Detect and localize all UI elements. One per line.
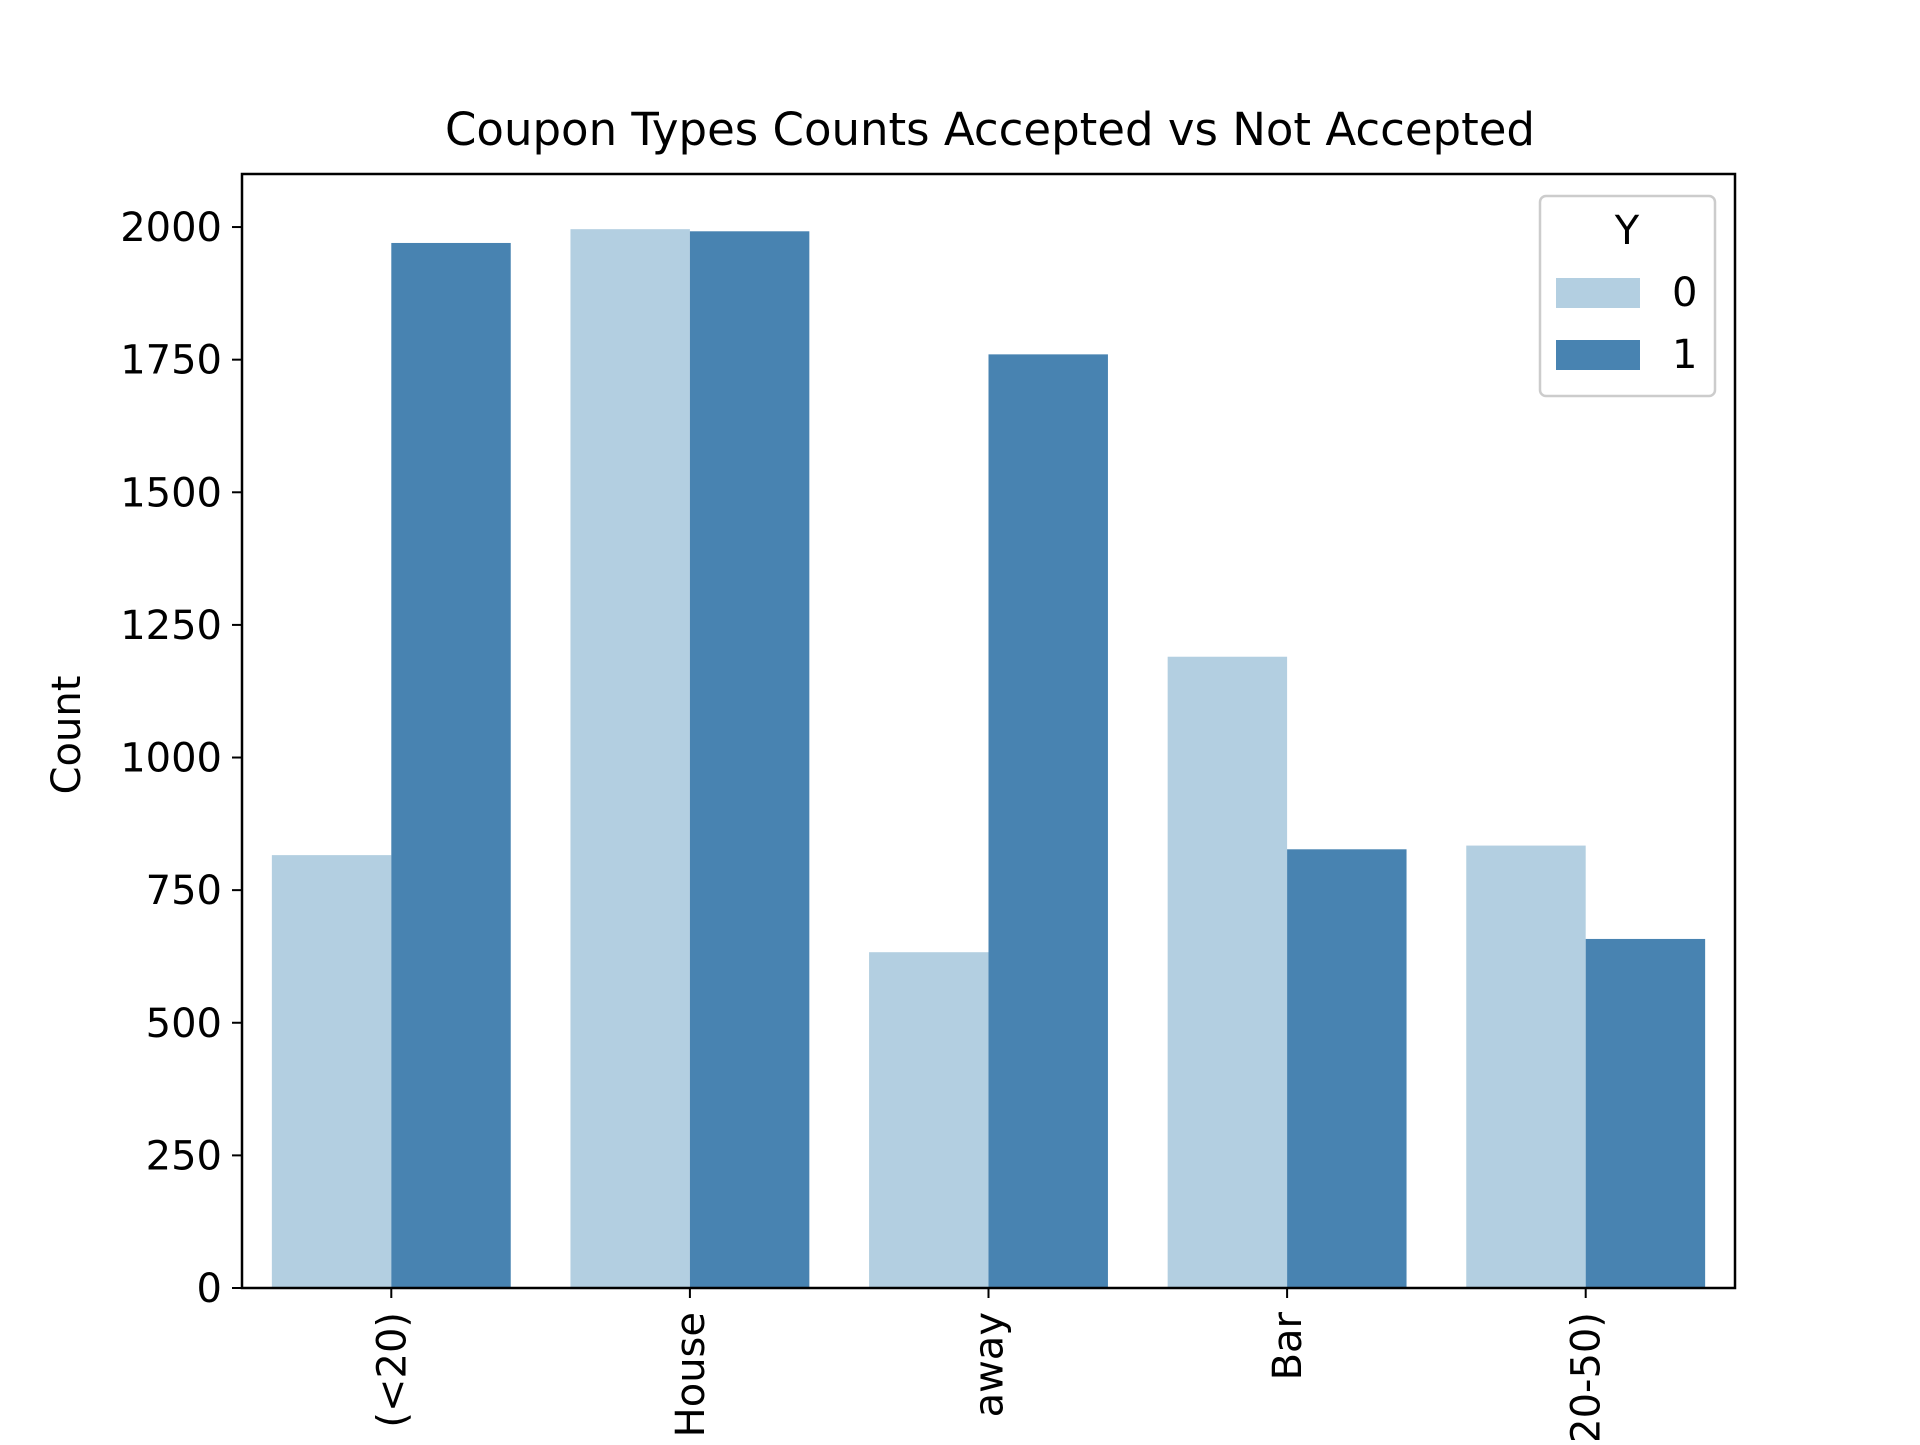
y-tick-label: 2000 — [120, 205, 222, 251]
x-tick-label: House — [668, 1312, 714, 1437]
y-axis: 0 250 500 750 1000 1250 1500 1750 2000 — [120, 205, 242, 1312]
y-tick-label: 1250 — [120, 603, 222, 649]
x-tick-label: away — [967, 1312, 1013, 1417]
x-axis: (<20) House away Bar 20-50) — [369, 1288, 1610, 1444]
chart-title: Coupon Types Counts Accepted vs Not Acce… — [445, 103, 1535, 156]
y-tick-label: 750 — [146, 868, 222, 914]
legend-swatch-1 — [1556, 340, 1640, 370]
legend: Y0 1 — [1538, 194, 1717, 398]
x-tick-label: 20-50) — [1564, 1312, 1610, 1440]
bar-Bar-series-0 — [1167, 656, 1288, 1288]
x-tick-label: Bar — [1265, 1311, 1311, 1380]
bar-away-series-1 — [988, 354, 1108, 1288]
y-tick-label: 250 — [146, 1133, 222, 1179]
legend-label-0: 0 — [1672, 270, 1697, 316]
bars-layer — [271, 229, 1706, 1289]
plot-frame — [240, 172, 1737, 1290]
y-tick-label: 0 — [197, 1266, 222, 1312]
legend-label-1: 1 — [1672, 332, 1697, 378]
y-axis-label: Count — [44, 676, 90, 795]
bar-House-series-0 — [570, 229, 690, 1288]
y-tick-label: 1750 — [120, 338, 222, 384]
y-tick-label: 500 — [146, 1001, 222, 1047]
bar-away-series-0 — [869, 952, 989, 1288]
bar-(<20)-series-0 — [271, 855, 392, 1288]
y-tick-label: 1000 — [120, 736, 222, 782]
bar-20-50)-series-0 — [1466, 845, 1586, 1288]
x-tick-label: (<20) — [369, 1312, 415, 1428]
bar-House-series-1 — [689, 231, 810, 1289]
bar-Bar-series-1 — [1287, 849, 1407, 1288]
legend-title: Y — [1614, 208, 1640, 254]
bar-(<20)-series-1 — [391, 242, 511, 1288]
y-tick-label: 1500 — [120, 470, 222, 516]
bar-20-50)-series-1 — [1585, 938, 1706, 1288]
legend-swatch-0 — [1556, 278, 1640, 308]
